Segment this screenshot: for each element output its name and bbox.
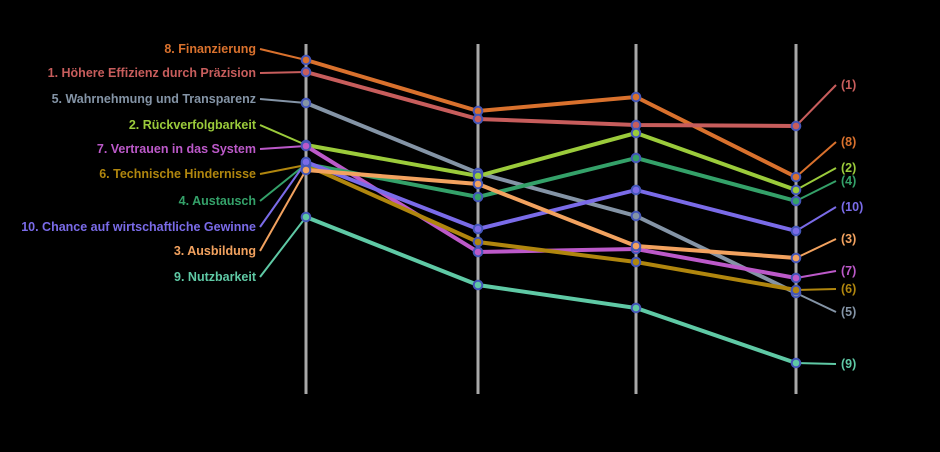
rank-leader-1 — [795, 84, 837, 127]
label-leader-2 — [259, 124, 307, 146]
label-leader-5 — [259, 98, 307, 104]
label-leader-10 — [259, 161, 307, 228]
node-9-axis4 — [790, 357, 802, 369]
rank-leader-6 — [795, 288, 837, 291]
node-8-axis1 — [300, 54, 312, 66]
series-line-5 — [305, 101, 797, 295]
node-7-axis2 — [472, 246, 484, 258]
series-label-8: 8. Finanzierung — [164, 42, 256, 56]
rank-label-7: (7) — [841, 264, 856, 278]
rank-leader-4 — [795, 180, 837, 202]
rank-leader-3 — [795, 238, 837, 259]
node-3-axis3 — [630, 240, 642, 252]
rank-label-6: (6) — [841, 282, 856, 296]
rank-label-2: (2) — [841, 161, 856, 175]
node-4-axis4 — [790, 195, 802, 207]
label-leader-7 — [259, 145, 307, 150]
rank-label-5: (5) — [841, 305, 856, 319]
label-leader-8 — [259, 48, 307, 61]
node-9-axis1 — [300, 211, 312, 223]
node-6-axis3 — [630, 256, 642, 268]
node-2-axis4 — [790, 184, 802, 196]
node-3-axis4 — [790, 252, 802, 264]
rank-leader-8 — [795, 141, 837, 178]
label-leader-3 — [259, 169, 307, 252]
rank-leader-7 — [795, 270, 837, 279]
rank-label-1: (1) — [841, 78, 856, 92]
series-line-6 — [305, 163, 797, 292]
node-4-axis2 — [472, 191, 484, 203]
label-leader-6 — [259, 164, 307, 175]
node-3-axis1 — [300, 164, 312, 176]
series-line-2 — [305, 130, 797, 192]
series-label-9: 9. Nutzbarkeit — [174, 270, 257, 284]
series-label-4: 4. Austausch — [179, 194, 256, 208]
node-3-axis2 — [472, 178, 484, 190]
node-6-axis4 — [790, 284, 802, 296]
series-line-3 — [305, 168, 797, 260]
series-line-10 — [305, 160, 797, 233]
series-label-3: 3. Ausbildung — [174, 244, 256, 258]
node-2-axis3 — [630, 127, 642, 139]
series-label-7: 7. Vertrauen in das System — [97, 142, 256, 156]
node-8-axis3 — [630, 91, 642, 103]
node-9-axis3 — [630, 302, 642, 314]
rank-label-8: (8) — [841, 135, 856, 149]
node-10-axis4 — [790, 225, 802, 237]
node-7-axis4 — [790, 272, 802, 284]
node-4-axis3 — [630, 152, 642, 164]
series-label-6: 6. Technische Hindernisse — [99, 167, 256, 181]
label-leader-1 — [259, 71, 307, 74]
series-line-9 — [305, 215, 797, 365]
rank-leader-9 — [795, 362, 837, 365]
node-10-axis2 — [472, 223, 484, 235]
node-1-axis1 — [300, 66, 312, 78]
node-6-axis2 — [472, 236, 484, 248]
node-1-axis2 — [472, 113, 484, 125]
node-9-axis2 — [472, 279, 484, 291]
rank-label-3: (3) — [841, 232, 856, 246]
rank-label-4: (4) — [841, 174, 856, 188]
rank-leader-10 — [795, 206, 837, 232]
node-5-axis3 — [630, 210, 642, 222]
rank-leader-5 — [795, 292, 837, 313]
node-8-axis4 — [790, 171, 802, 183]
series-label-5: 5. Wahrnehmung und Transparenz — [52, 92, 256, 106]
series-label-1: 1. Höhere Effizienz durch Präzision — [48, 66, 256, 80]
node-7-axis1 — [300, 140, 312, 152]
label-leader-9 — [259, 216, 307, 278]
node-5-axis1 — [300, 97, 312, 109]
rank-label-10: (10) — [841, 200, 863, 214]
label-leader-4 — [259, 163, 307, 202]
series-line-8 — [305, 58, 797, 179]
rank-leader-2 — [795, 167, 837, 191]
series-label-10: 10. Chance auf wirtschaftliche Gewinne — [21, 220, 256, 234]
series-label-2: 2. Rückverfolgbarkeit — [129, 118, 257, 132]
series-line-1 — [305, 70, 797, 128]
series-line-4 — [305, 155, 797, 203]
node-1-axis4 — [790, 120, 802, 132]
rank-label-9: (9) — [841, 357, 856, 371]
node-10-axis3 — [630, 184, 642, 196]
